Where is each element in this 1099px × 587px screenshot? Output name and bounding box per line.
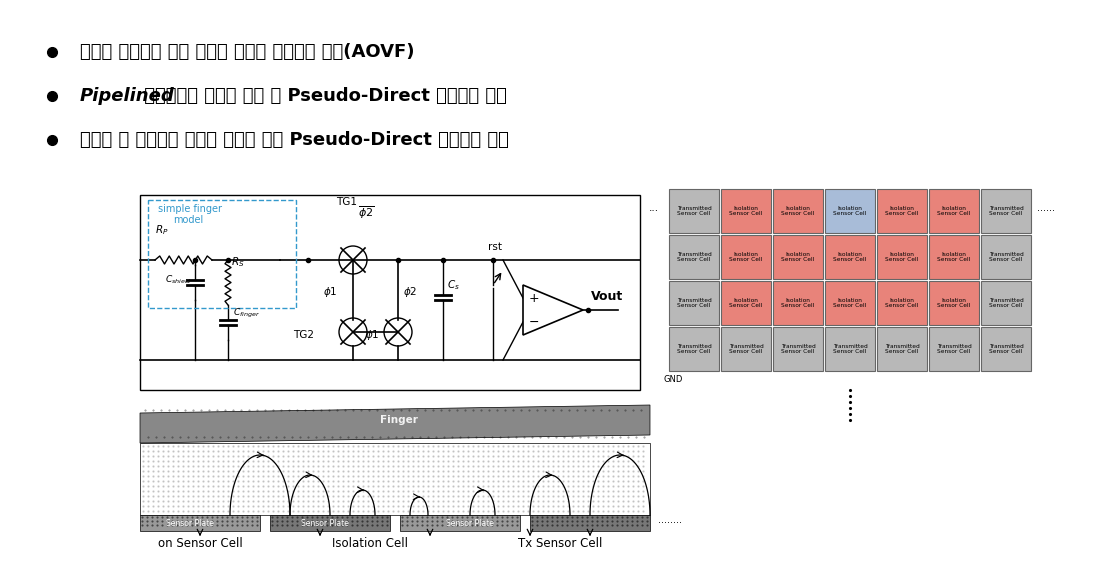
Bar [270, 515, 390, 531]
Text: 아키텍처의 저전력 회로 및 Pseudo-Direct 베젤리스 구현: 아키텍처의 저전력 회로 및 Pseudo-Direct 베젤리스 구현 [138, 87, 507, 105]
Bar [721, 281, 771, 325]
Text: rst: rst [488, 242, 502, 252]
Bar [929, 189, 979, 233]
Text: Transmitted
Sensor Cell: Transmitted Sensor Cell [833, 343, 867, 355]
Bar [981, 235, 1031, 279]
Text: $R_S$: $R_S$ [231, 255, 245, 269]
Bar [877, 281, 926, 325]
Text: Transmitted
Sensor Cell: Transmitted Sensor Cell [677, 343, 711, 355]
Text: Transmitted
Sensor Cell: Transmitted Sensor Cell [989, 343, 1023, 355]
Text: Sensor Plate: Sensor Plate [166, 518, 214, 528]
Bar [981, 281, 1031, 325]
Text: Isolation
Sensor Cell: Isolation Sensor Cell [937, 298, 970, 308]
Text: model: model [173, 215, 203, 225]
Bar [981, 189, 1031, 233]
Text: ...: ... [648, 203, 659, 213]
Bar [877, 327, 926, 371]
Bar [929, 281, 979, 325]
Bar [669, 281, 719, 325]
Bar [669, 189, 719, 233]
Text: Isolation
Sensor Cell: Isolation Sensor Cell [781, 252, 814, 262]
Bar [140, 515, 260, 531]
Text: $\phi 1$: $\phi 1$ [365, 328, 379, 342]
Text: Isolation
Sensor Cell: Isolation Sensor Cell [833, 205, 867, 217]
Bar [825, 235, 875, 279]
Bar [140, 443, 650, 515]
Text: Pipelined: Pipelined [80, 87, 175, 105]
Text: $\phi 1$: $\phi 1$ [323, 285, 337, 299]
Bar [929, 327, 979, 371]
Text: 신호대 잡음비가 매우 우수한 저전력 특허회피 회로(AOVF): 신호대 잡음비가 매우 우수한 저전력 특허회피 회로(AOVF) [80, 43, 414, 61]
Text: $\overline{\phi 2}$: $\overline{\phi 2}$ [358, 204, 375, 221]
Text: Isolation
Sensor Cell: Isolation Sensor Cell [781, 298, 814, 308]
Text: Vout: Vout [591, 290, 623, 303]
Bar [825, 281, 875, 325]
Bar [773, 327, 823, 371]
Bar [773, 189, 823, 233]
Text: Isolation
Sensor Cell: Isolation Sensor Cell [833, 252, 867, 262]
Text: Transmitted
Sensor Cell: Transmitted Sensor Cell [989, 252, 1023, 262]
Text: Finger: Finger [380, 415, 418, 425]
Text: Isolation
Sensor Cell: Isolation Sensor Cell [886, 252, 919, 262]
Bar [530, 515, 650, 531]
Text: Transmitted
Sensor Cell: Transmitted Sensor Cell [677, 298, 711, 308]
Text: Isolation
Sensor Cell: Isolation Sensor Cell [781, 205, 814, 217]
Text: Isolation
Sensor Cell: Isolation Sensor Cell [937, 252, 970, 262]
Text: Isolation
Sensor Cell: Isolation Sensor Cell [886, 298, 919, 308]
Text: TG1: TG1 [336, 197, 357, 207]
Text: TG2: TG2 [293, 330, 314, 340]
Text: −: − [529, 315, 540, 329]
Text: on Sensor Cell: on Sensor Cell [157, 537, 243, 550]
Text: Sensor Plate: Sensor Plate [446, 518, 493, 528]
Text: Isolation
Sensor Cell: Isolation Sensor Cell [730, 205, 763, 217]
Text: $\phi 2$: $\phi 2$ [403, 285, 418, 299]
Bar [773, 235, 823, 279]
Text: $C_s$: $C_s$ [447, 278, 459, 292]
Polygon shape [140, 405, 650, 443]
Bar [721, 327, 771, 371]
Bar [669, 327, 719, 371]
Text: Transmitted
Sensor Cell: Transmitted Sensor Cell [677, 205, 711, 217]
Text: Isolation
Sensor Cell: Isolation Sensor Cell [833, 298, 867, 308]
Text: +: + [529, 292, 540, 305]
Bar [140, 195, 640, 390]
Text: Transmitted
Sensor Cell: Transmitted Sensor Cell [677, 252, 711, 262]
Text: Isolation
Sensor Cell: Isolation Sensor Cell [730, 252, 763, 262]
Text: $R_P$: $R_P$ [155, 223, 168, 237]
Bar [825, 327, 875, 371]
Bar [721, 189, 771, 233]
Text: 센서셀 간 크로스톡 영향을 최소화 하는 Pseudo-Direct 베젤리스 구현: 센서셀 간 크로스톡 영향을 최소화 하는 Pseudo-Direct 베젤리스… [80, 131, 509, 149]
Bar [877, 189, 926, 233]
Bar [929, 235, 979, 279]
Bar [825, 189, 875, 233]
Text: ........: ........ [658, 515, 682, 525]
Text: simple finger: simple finger [158, 204, 222, 214]
Bar [721, 235, 771, 279]
Text: $C_{finger}$: $C_{finger}$ [233, 306, 260, 319]
Text: Tx Sensor Cell: Tx Sensor Cell [518, 537, 602, 550]
Text: Isolation Cell: Isolation Cell [332, 537, 408, 550]
Text: Sensor Plate: Sensor Plate [301, 518, 349, 528]
Text: Transmitted
Sensor Cell: Transmitted Sensor Cell [885, 343, 920, 355]
Text: $C_{shield}$: $C_{shield}$ [165, 274, 192, 286]
Bar [669, 235, 719, 279]
Text: Isolation
Sensor Cell: Isolation Sensor Cell [886, 205, 919, 217]
Text: ......: ...... [1037, 203, 1055, 213]
Text: Isolation
Sensor Cell: Isolation Sensor Cell [730, 298, 763, 308]
Text: Isolation
Sensor Cell: Isolation Sensor Cell [937, 205, 970, 217]
Text: GND: GND [663, 375, 682, 384]
Bar [981, 327, 1031, 371]
Text: Transmitted
Sensor Cell: Transmitted Sensor Cell [729, 343, 764, 355]
Text: Transmitted
Sensor Cell: Transmitted Sensor Cell [989, 298, 1023, 308]
Text: Transmitted
Sensor Cell: Transmitted Sensor Cell [989, 205, 1023, 217]
Bar [877, 235, 926, 279]
Polygon shape [523, 285, 582, 335]
Bar [400, 515, 520, 531]
Bar [773, 281, 823, 325]
Text: Transmitted
Sensor Cell: Transmitted Sensor Cell [780, 343, 815, 355]
Text: Transmitted
Sensor Cell: Transmitted Sensor Cell [936, 343, 972, 355]
